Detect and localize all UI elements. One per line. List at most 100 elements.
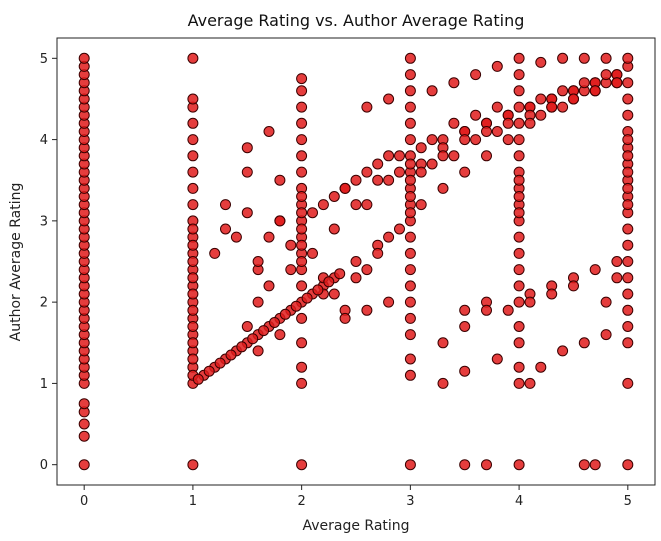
data-point — [437, 377, 449, 389]
data-point — [187, 256, 199, 267]
data-point — [459, 134, 471, 146]
data-point — [296, 166, 308, 178]
data-point — [328, 191, 340, 202]
data-point — [296, 256, 308, 267]
data-point — [350, 199, 362, 211]
data-point — [187, 166, 199, 178]
data-point — [513, 459, 525, 471]
data-point — [258, 325, 270, 337]
data-point — [513, 361, 525, 373]
y-tick-label: 1 — [40, 377, 48, 392]
data-point — [404, 207, 416, 219]
data-point — [491, 353, 503, 365]
data-point — [78, 418, 90, 430]
data-point — [513, 247, 525, 259]
data-point — [622, 239, 634, 251]
data-point — [437, 150, 449, 162]
data-point — [404, 369, 416, 381]
data-point — [481, 459, 492, 471]
data-point — [481, 126, 492, 137]
data-point — [296, 239, 308, 251]
data-point — [491, 126, 503, 137]
data-point — [290, 300, 302, 312]
data-point — [415, 142, 427, 154]
data-point — [296, 337, 308, 349]
data-point — [481, 304, 492, 316]
data-point — [513, 377, 525, 389]
data-point — [535, 93, 547, 105]
data-point — [328, 288, 340, 300]
data-point — [394, 150, 405, 162]
data-point — [404, 296, 416, 308]
data-point — [426, 85, 438, 97]
x-axis-ticks: 0 1 2 3 4 5 — [80, 485, 632, 509]
data-point — [568, 93, 579, 105]
data-point — [404, 174, 416, 186]
data-point — [578, 459, 590, 471]
data-point — [404, 117, 416, 129]
data-point — [296, 223, 308, 235]
data-point — [622, 459, 634, 471]
data-point — [513, 134, 525, 146]
data-point — [513, 321, 525, 332]
data-point — [448, 150, 460, 162]
data-point — [611, 77, 623, 89]
data-point — [404, 247, 416, 259]
x-tick-label: 3 — [406, 494, 414, 509]
data-point — [383, 231, 395, 243]
data-point — [622, 199, 634, 211]
data-point — [415, 199, 427, 211]
data-point — [296, 207, 308, 219]
data-point — [263, 280, 275, 292]
data-point — [459, 304, 471, 316]
data-point — [578, 77, 590, 89]
data-point — [361, 166, 373, 178]
data-point — [236, 341, 248, 353]
data-point — [404, 85, 416, 97]
data-point — [404, 280, 416, 292]
data-point — [513, 150, 525, 162]
data-point — [513, 207, 525, 219]
x-axis-label: Average Rating — [302, 518, 409, 534]
data-point — [589, 459, 601, 471]
data-point — [187, 150, 199, 162]
data-point — [383, 296, 395, 308]
data-point — [209, 247, 221, 259]
data-point — [600, 52, 612, 64]
data-point — [323, 276, 335, 288]
data-point — [513, 264, 525, 276]
data-point — [241, 207, 253, 219]
y-axis-label: Author Average Rating — [8, 183, 24, 342]
data-point — [611, 256, 623, 267]
data-point — [513, 296, 525, 308]
data-point — [372, 158, 384, 170]
data-point — [241, 321, 253, 332]
data-point — [274, 329, 286, 341]
data-point — [350, 256, 362, 267]
data-point — [187, 52, 199, 64]
data-point — [404, 52, 416, 64]
data-point — [404, 459, 416, 471]
data-point — [187, 199, 199, 211]
y-tick-label: 2 — [40, 296, 48, 311]
data-point — [394, 166, 405, 178]
x-tick-label: 5 — [624, 494, 632, 509]
data-point — [220, 199, 231, 211]
data-point — [296, 73, 308, 85]
data-point — [296, 280, 308, 292]
data-point — [513, 280, 525, 292]
data-point — [622, 93, 634, 105]
data-point — [404, 134, 416, 146]
data-point — [557, 345, 569, 357]
data-point — [611, 272, 623, 284]
data-point — [225, 349, 237, 361]
data-point — [622, 223, 634, 235]
data-point — [513, 231, 525, 243]
data-point — [361, 199, 373, 211]
data-point — [622, 304, 634, 316]
data-point — [589, 85, 601, 97]
data-point — [296, 101, 308, 113]
data-point — [459, 365, 471, 377]
data-point — [491, 101, 503, 113]
